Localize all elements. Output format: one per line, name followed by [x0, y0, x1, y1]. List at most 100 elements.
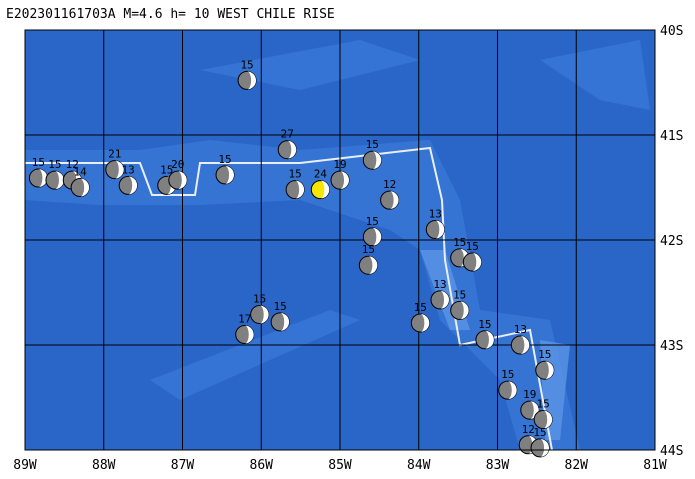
depth-label: 15 [366, 215, 379, 228]
focal-mechanism: 15 [28, 156, 48, 188]
depth-label: 27 [281, 128, 294, 141]
beachball-quadrant [389, 191, 399, 210]
lat-tick-label: 41S [660, 129, 683, 144]
depth-label: 12 [522, 423, 535, 436]
focal-mechanism: 15 [410, 301, 430, 333]
depth-label: 15 [538, 348, 551, 361]
depth-label: 19 [523, 388, 536, 401]
lon-tick-label: 89W [13, 458, 37, 473]
depth-label: 15 [453, 288, 466, 301]
beachball-quadrant [114, 160, 124, 179]
beachball-quadrant [372, 151, 382, 170]
lon-tick-label: 88W [92, 458, 116, 473]
depth-label: 21 [108, 148, 121, 161]
beachball-quadrant [340, 171, 349, 190]
focal-mechanism: 13 [425, 208, 445, 239]
beachball-quadrant [520, 336, 530, 354]
focal-mechanism: 24 [310, 168, 330, 200]
depth-label: 15 [160, 163, 173, 176]
lon-tick-label: 83W [486, 458, 510, 473]
depth-label: 15 [537, 398, 550, 411]
focal-mechanism: 19 [330, 158, 350, 190]
lon-tick-label: 84W [407, 458, 431, 473]
focal-mechanism: 12 [380, 178, 400, 210]
focal-mechanism: 13 [118, 163, 138, 195]
beachball-quadrant [177, 171, 187, 190]
seafloor-shade [25, 140, 580, 450]
lat-tick-label: 40S [660, 24, 683, 39]
lat-tick-label: 43S [660, 339, 683, 354]
lat-tick-label: 44S [660, 444, 683, 459]
depth-label: 14 [74, 166, 88, 179]
beachball-quadrant [320, 180, 330, 199]
focal-mechanism: 15 [535, 348, 555, 380]
beachball-quadrant [507, 381, 517, 400]
focal-mechanism: 15 [533, 398, 553, 430]
beachball-quadrant [225, 165, 235, 184]
depth-label: 15 [32, 156, 45, 169]
depth-label: 15 [453, 236, 466, 249]
focal-mechanism: 17 [235, 313, 255, 344]
lon-tick-label: 81W [643, 458, 667, 473]
beachball-quadrant [259, 305, 269, 324]
depth-label: 15 [414, 301, 427, 314]
beachball-quadrant [420, 313, 430, 332]
depth-label: 15 [288, 168, 301, 181]
beachball-quadrant [295, 180, 305, 199]
beachball-quadrant [484, 330, 494, 349]
beachball-quadrant [440, 290, 450, 309]
lat-tick-label: 42S [660, 234, 683, 249]
focal-mechanism: 15 [475, 318, 495, 350]
focal-mechanism: 15 [362, 138, 382, 170]
beachball-quadrant [543, 410, 553, 429]
beachball-quadrant [54, 171, 64, 190]
beachball-quadrant [459, 301, 469, 320]
beachball-quadrant [540, 438, 550, 457]
depth-label: 15 [48, 158, 61, 171]
depth-label: 15 [533, 426, 546, 439]
focal-mechanism: 15 [462, 240, 482, 272]
focal-mechanism: 21 [105, 148, 125, 180]
depth-label: 24 [314, 168, 328, 181]
focal-mechanism: 13 [510, 323, 530, 355]
depth-label: 15 [478, 318, 491, 331]
lon-tick-label: 85W [328, 458, 352, 473]
beachball-quadrant [247, 71, 257, 90]
depth-label: 15 [366, 138, 379, 151]
lon-tick-label: 82W [565, 458, 589, 473]
beachball-quadrant [38, 169, 48, 188]
focal-mechanism: 15 [530, 426, 550, 458]
focal-mechanism: 13 [430, 278, 450, 310]
focal-mechanism: 15 [498, 368, 518, 400]
depth-label: 13 [514, 323, 527, 336]
focal-mechanism: 15 [45, 158, 65, 190]
beachball-quadrant [472, 253, 482, 272]
focal-mechanism: 15 [237, 58, 257, 90]
focal-mechanism: 15 [285, 168, 305, 200]
map-frame [24, 29, 656, 451]
depth-label: 15 [466, 240, 479, 253]
depth-label: 20 [171, 158, 184, 171]
beachball-quadrant [435, 220, 445, 239]
depth-label: 12 [383, 178, 396, 191]
focal-mechanism: 20 [168, 158, 188, 190]
depth-label: 13 [433, 278, 446, 291]
depth-label: 12 [66, 158, 79, 171]
focal-mechanism: 14 [70, 166, 90, 197]
depth-label: 15 [362, 243, 375, 256]
focal-mechanism: 15 [215, 153, 235, 185]
lon-tick-label: 87W [171, 458, 195, 473]
depth-label: 15 [274, 300, 287, 313]
focal-mechanism: 27 [277, 128, 297, 160]
beachball-quadrant [368, 256, 378, 275]
depth-label: 19 [333, 158, 346, 171]
focal-mechanism: 15 [362, 215, 382, 247]
beachball-quadrant [544, 361, 554, 380]
beachball-quadrant [128, 176, 138, 195]
title: E202301161703A M=4.6 h= 10 WEST CHILE RI… [6, 7, 335, 22]
depth-label: 17 [238, 313, 251, 326]
focal-mechanism: 15 [358, 243, 378, 275]
focal-mechanism: 15 [270, 300, 290, 332]
depth-label: 15 [253, 293, 266, 306]
